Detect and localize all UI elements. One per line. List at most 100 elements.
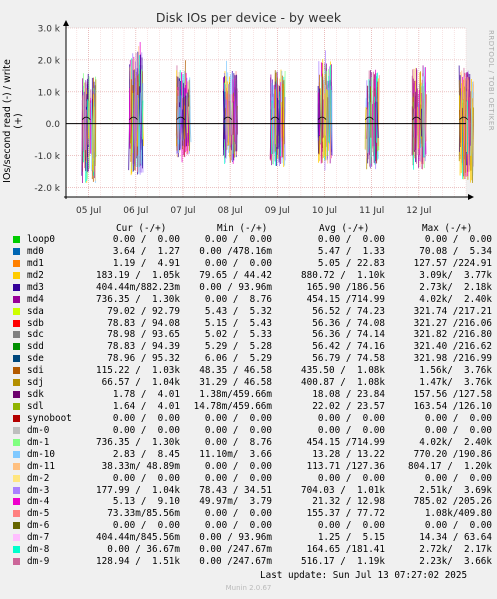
write-mark [186, 81, 189, 124]
write-mark [423, 67, 426, 124]
legend-swatch [13, 450, 20, 458]
legend-series-name: dm-11 [27, 460, 55, 472]
legend-row: sda 79.02 / 92.79 5.43 / 5.32 56.52 / 74.23… [0, 306, 497, 317]
write-mark [180, 81, 182, 124]
legend-row: md1 1.19 / 4.91 0.00 / 0.00 5.05 / 22.83 127… [0, 258, 497, 269]
legend-avg-value: 18.08 / 23.84 [312, 389, 385, 401]
write-mark [424, 91, 426, 124]
y-tick-label: 2.0 k [38, 56, 61, 66]
read-mark [377, 123, 379, 139]
legend-cur-value: 1.64 / 4.01 [112, 401, 180, 413]
legend-cur-value: 5.13 / 9.10 [112, 496, 180, 508]
read-mark [227, 123, 230, 146]
write-mark [187, 106, 189, 124]
y-tick-label: 1.0 k [38, 88, 61, 98]
legend-min-value: 0.00 / 0.00 [204, 257, 272, 269]
legend-min-value: 0.00 / 0.00 [204, 424, 272, 436]
legend-max-value: 1.47k/ 3.76k [419, 377, 492, 389]
legend-max-value: 770.20 /190.86 [413, 448, 492, 460]
read-mark [129, 123, 131, 140]
activity-spike [458, 65, 475, 184]
legend-swatch [13, 271, 20, 279]
read-mark [271, 123, 273, 161]
read-mark [461, 123, 464, 180]
legend-series-name: dm-9 [27, 556, 50, 568]
legend-row: synoboot 0.00 / 0.00 0.00 / 0.00 0.00 / 0.0… [0, 413, 497, 424]
legend-min-value: 0.00 / 0.00 [204, 234, 272, 245]
legend-cur-value: 79.02 / 92.79 [107, 305, 180, 317]
legend-row: dm-11 38.33m/ 48.89m 0.00 / 0.00 113.71 /12… [0, 461, 497, 472]
legend-avg-value: 22.02 / 23.57 [312, 401, 385, 413]
read-mark [323, 123, 326, 157]
activity-spike [222, 60, 238, 164]
legend-series-name: md1 [27, 257, 44, 269]
legend-cur-value: 736.35 / 1.30k [96, 436, 180, 448]
legend-max-value: 321.74 /217.21 [413, 305, 492, 317]
legend-swatch [13, 474, 20, 482]
legend-series-name: loop0 [27, 234, 55, 245]
legend-swatch [13, 510, 20, 518]
y-axis-arrow [63, 20, 69, 26]
write-mark [140, 73, 142, 124]
read-mark [138, 123, 141, 157]
write-mark [461, 107, 464, 124]
legend-cur-value: 38.33m/ 48.89m [101, 460, 180, 472]
legend-cur-value: 78.98 / 93.65 [107, 329, 180, 341]
legend-series-name: sdj [27, 377, 44, 389]
write-mark [320, 76, 323, 124]
legend-avg-value: 516.17 / 1.19k [301, 556, 385, 568]
legend-max-value: 4.02k/ 2.40k [419, 293, 492, 305]
legend-avg-value: 5.47 / 1.33 [317, 245, 385, 257]
legend-max-value: 321.82 /216.80 [413, 329, 492, 341]
legend-header-min: Min (-/+) [217, 223, 268, 234]
activity-spike [175, 60, 192, 163]
legend-avg-value: 0.00 / 0.00 [317, 424, 385, 436]
read-mark [232, 123, 234, 135]
last-update: Last update: Sun Jul 13 07:27:02 2025 [260, 570, 468, 581]
read-mark [183, 123, 185, 140]
read-mark [225, 123, 228, 156]
legend-min-value: 0.00 / 0.00 [204, 460, 272, 472]
rrdtool-watermark: RRDTOOL / TOBI OETIKER [487, 30, 495, 132]
legend-avg-value: 1.25 / 5.15 [317, 532, 385, 544]
legend-header-max: Max (-/+) [422, 223, 473, 234]
read-mark [142, 123, 145, 147]
activity-spike [269, 69, 286, 168]
legend-avg-value: 400.87 / 1.08k [301, 377, 385, 389]
legend-swatch [13, 391, 20, 399]
legend-series-name: dm-3 [27, 484, 50, 496]
plot-area: 3.0 k 2.0 k 1.0 k 0.0 -1.0 k -2.0 k 05 Jul 06 J… [34, 20, 475, 216]
legend-series-name: dm-5 [27, 508, 50, 520]
legend-swatch [13, 534, 20, 542]
legend-max-value: 163.54 /126.10 [413, 401, 492, 413]
legend-cur-value: 0.00 / 0.00 [112, 520, 180, 532]
legend-header-cur: Cur (-/+) [116, 223, 167, 234]
legend-series-name: sde [27, 353, 44, 365]
legend-max-value: 70.08 / 5.34 [419, 245, 492, 257]
legend-cur-value: 0.00 / 0.00 [112, 472, 180, 484]
write-mark [326, 71, 328, 124]
legend-cur-value: 78.83 / 94.39 [107, 341, 180, 353]
legend-swatch [13, 247, 20, 255]
legend-series-name: sdi [27, 365, 44, 377]
legend-row: sde 78.96 / 95.32 6.06 / 5.29 56.79 / 74.58… [0, 353, 497, 364]
write-mark [90, 102, 93, 124]
legend-series-name: md4 [27, 293, 44, 305]
legend-swatch [13, 307, 20, 315]
write-mark [378, 75, 380, 124]
legend-series-name: md2 [27, 269, 44, 281]
legend-max-value: 321.98 /216.99 [413, 353, 492, 365]
legend-min-value: 0.00 / 93.96m [199, 532, 272, 544]
legend-max-value: 2.51k/ 3.69k [419, 484, 492, 496]
legend-min-value: 0.00 / 0.00 [204, 412, 272, 424]
legend-avg-value: 56.52 / 74.23 [312, 305, 385, 317]
y-tick-label: -1.0 k [34, 152, 60, 162]
write-mark [376, 101, 379, 124]
legend-swatch [13, 343, 20, 351]
legend-min-value: 79.65 / 44.42 [199, 269, 272, 281]
write-mark [329, 65, 331, 124]
write-mark [277, 108, 280, 124]
legend-cur-value: 0.00 / 0.00 [112, 424, 180, 436]
x-tick-label: 11 Jul [359, 206, 384, 216]
